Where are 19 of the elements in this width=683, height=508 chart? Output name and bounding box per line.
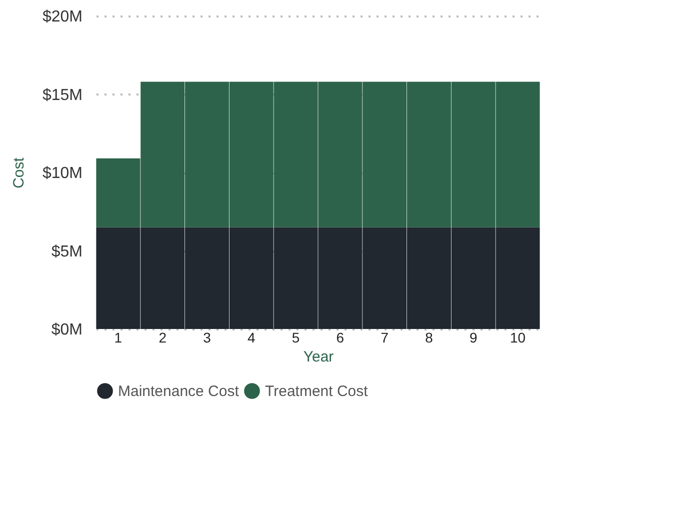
x-axis-title: Year <box>303 348 334 366</box>
y-tick-label: $20M <box>42 8 82 26</box>
y-tick-label: $5M <box>51 243 82 260</box>
y-axis-title: Cost <box>10 156 28 188</box>
legend-label: Maintenance Cost <box>118 383 240 400</box>
legend-label: Treatment Cost <box>265 383 369 400</box>
y-tick-label: $0M <box>51 322 82 338</box>
x-tick-label: 9 <box>470 330 478 346</box>
x-tick-label: 6 <box>336 330 344 346</box>
x-tick-label: 10 <box>510 330 526 346</box>
x-tick-label: 4 <box>248 330 256 346</box>
x-tick-label: 1 <box>114 330 122 346</box>
x-tick-label: 2 <box>158 330 167 346</box>
x-tick-label: 7 <box>380 330 389 346</box>
y-tick-label: $10M <box>42 165 82 182</box>
x-tick-label: 3 <box>203 330 212 346</box>
x-tick-label: 5 <box>292 330 300 346</box>
x-tick-label: 8 <box>425 330 434 346</box>
y-tick-label: $15M <box>42 86 82 104</box>
